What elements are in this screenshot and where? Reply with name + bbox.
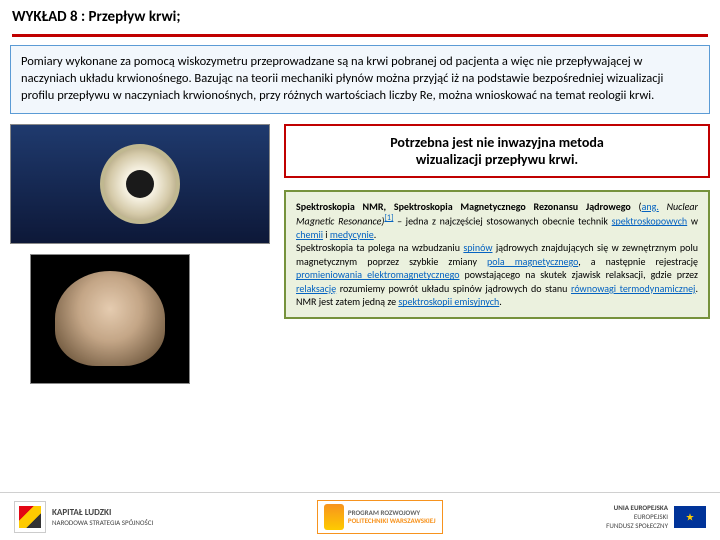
eu-line1: UNIA EUROPEJSKA bbox=[606, 503, 668, 512]
nmr-p1dot: . bbox=[374, 228, 377, 241]
kapital-sub: NARODOWA STRATEGIA SPÓJNOŚCI bbox=[52, 518, 153, 527]
link-rownowagi[interactable]: równowagi termodynamicznej bbox=[571, 282, 695, 295]
nmr-p2c: , a następnie rejestrację bbox=[578, 255, 698, 268]
eu-logo: UNIA EUROPEJSKA EUROPEJSKI FUNDUSZ SPOŁE… bbox=[606, 503, 706, 530]
nmr-p2g: . bbox=[499, 295, 502, 308]
slide-title: WYKŁAD 8 : Przepływ krwi; bbox=[12, 8, 708, 26]
brain-mri-image bbox=[30, 254, 190, 384]
link-relaksacje[interactable]: relaksację bbox=[296, 282, 336, 295]
intro-paragraph-text: Pomiary wykonane za pomocą wiskozymetru … bbox=[21, 54, 663, 103]
footer-bar: KAPITAŁ LUDZKI NARODOWA STRATEGIA SPÓJNO… bbox=[0, 492, 720, 540]
eu-flag-icon bbox=[674, 506, 706, 528]
text-column: Potrzebna jest nie inwazyjna metoda wizu… bbox=[284, 124, 710, 384]
nmr-p1c: i bbox=[323, 228, 330, 241]
link-medycynie[interactable]: medycynie bbox=[330, 228, 374, 241]
eu-line2: EUROPEJSKI bbox=[606, 512, 668, 521]
pw-line2: POLITECHNIKI WARSZAWSKIEJ bbox=[348, 517, 436, 525]
slide-header: WYKŁAD 8 : Przepływ krwi; bbox=[0, 0, 720, 30]
nmr-definition-box: Spektroskopia NMR, Spektroskopia Magnety… bbox=[284, 190, 710, 319]
kapital-ludzki-logo: KAPITAŁ LUDZKI NARODOWA STRATEGIA SPÓJNO… bbox=[14, 501, 153, 533]
kapital-title: KAPITAŁ LUDZKI bbox=[52, 507, 153, 518]
link-pola[interactable]: pola magnetycznego bbox=[487, 255, 578, 268]
image-column bbox=[10, 124, 270, 384]
eu-line3: FUNDUSZ SPOŁECZNY bbox=[606, 521, 668, 530]
callout-box: Potrzebna jest nie inwazyjna metoda wizu… bbox=[284, 124, 710, 178]
callout-line2: wizualizacji przepływu krwi. bbox=[300, 151, 694, 168]
nmr-paren: ( bbox=[631, 200, 642, 213]
nmr-p2d: powstającego na skutek zjawisk relaksacj… bbox=[460, 268, 699, 281]
link-promieniowania[interactable]: promieniowania elektromagnetycznego bbox=[296, 268, 460, 281]
nmr-title: Spektroskopia NMR, Spektroskopia Magnety… bbox=[296, 200, 631, 213]
kapital-icon bbox=[19, 506, 41, 528]
mri-machine-image bbox=[10, 124, 270, 244]
content-row: Potrzebna jest nie inwazyjna metoda wizu… bbox=[0, 124, 720, 384]
link-chemii[interactable]: chemii bbox=[296, 228, 323, 241]
pw-program-logo: PROGRAM ROZWOJOWY POLITECHNIKI WARSZAWSK… bbox=[317, 500, 443, 534]
nmr-p2a: Spektroskopia ta polega na wzbudzaniu bbox=[296, 241, 463, 254]
link-spinow[interactable]: spinów bbox=[463, 241, 492, 254]
nmr-p2e: rozumiemy powrót układu spinów jądrowych… bbox=[336, 282, 571, 295]
link-emisyjnych[interactable]: spektroskopii emisyjnych bbox=[398, 295, 499, 308]
intro-paragraph-box: Pomiary wykonane za pomocą wiskozymetru … bbox=[10, 45, 710, 114]
pw-icon bbox=[324, 504, 344, 530]
nmr-p1a: – jedna z najczęściej stosowanych obecni… bbox=[393, 214, 611, 227]
link-ang[interactable]: ang. bbox=[642, 200, 659, 213]
title-underline bbox=[12, 34, 708, 37]
link-spektroskopowych[interactable]: spektroskopowych bbox=[612, 214, 688, 227]
callout-line1: Potrzebna jest nie inwazyjna metoda bbox=[300, 134, 694, 151]
nmr-p1b: w bbox=[687, 214, 698, 227]
